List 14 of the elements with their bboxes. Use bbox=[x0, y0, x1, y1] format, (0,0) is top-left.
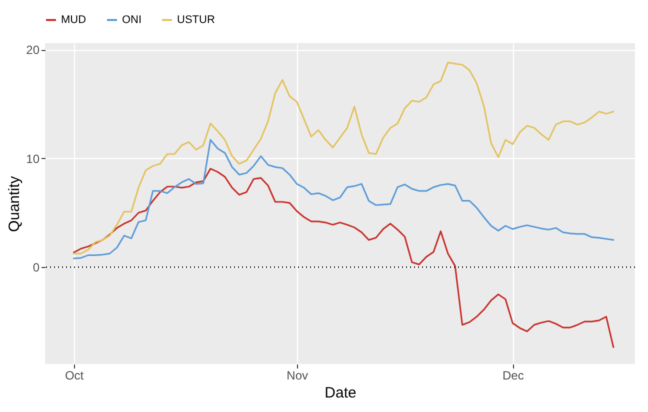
y-axis-title: Quantity bbox=[6, 176, 24, 232]
legend-label: USTUR bbox=[177, 14, 215, 26]
x-tick-label: Oct bbox=[64, 368, 84, 382]
x-tick-label: Dec bbox=[502, 368, 524, 382]
legend-label: ONI bbox=[122, 14, 142, 26]
line-series bbox=[72, 168, 614, 348]
legend-label: MUD bbox=[61, 14, 86, 26]
y-tick-label: 10 bbox=[26, 152, 40, 166]
line-series bbox=[72, 62, 614, 254]
y-tick-label: 0 bbox=[32, 260, 40, 275]
x-axis-title: Date bbox=[324, 384, 356, 402]
line-series bbox=[72, 139, 614, 260]
x-tick-label: Nov bbox=[286, 368, 308, 382]
y-tick-label: 20 bbox=[26, 43, 40, 58]
